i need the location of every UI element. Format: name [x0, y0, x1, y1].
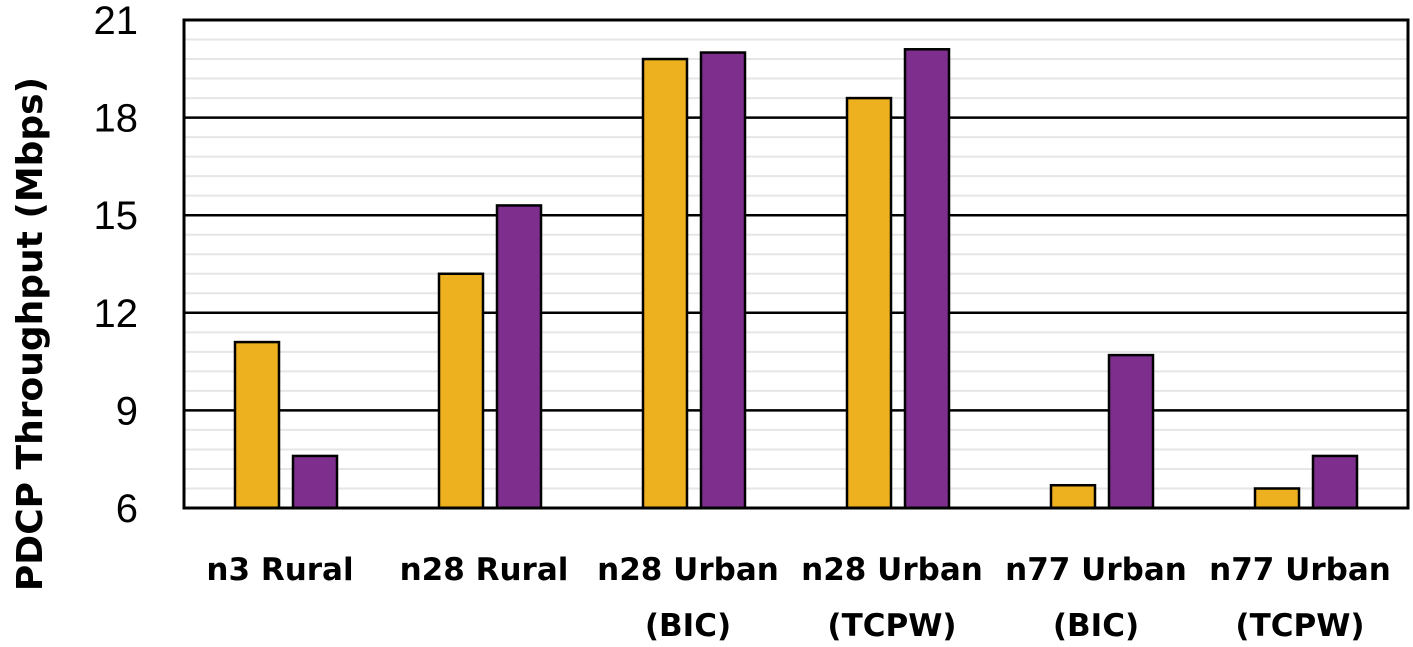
bar-series2 [1107, 353, 1155, 510]
bar-series2 [495, 204, 543, 510]
bar-series2 [903, 48, 951, 510]
bar-series1 [1253, 487, 1301, 510]
x-tick-label: n77 Urban [1209, 552, 1391, 588]
y-tick-label: 15 [94, 194, 139, 238]
x-tick-label: (BIC) [1053, 608, 1139, 644]
bar-series1 [437, 272, 485, 510]
minor-grid [184, 38, 1408, 490]
y-tick-labels: 6 9 12 15 18 21 [94, 0, 139, 531]
x-tick-label: n28 Rural [400, 552, 569, 588]
y-tick-label: 6 [116, 487, 138, 531]
y-tick-label: 9 [116, 389, 138, 433]
x-tick-labels: n3 Rural n28 Rural n28 Urban (BIC) n28 Urban… [206, 552, 1390, 644]
major-grid [184, 18, 1408, 510]
bar-series1 [233, 340, 281, 510]
x-tick-label: (TCPW) [1235, 608, 1364, 644]
y-axis-label: PDCP Throughput (Mbps) [10, 77, 51, 591]
x-tick-label: n3 Rural [206, 552, 353, 588]
bar-series2 [1311, 454, 1359, 510]
y-tick-label: 18 [94, 97, 139, 141]
x-tick-label: (TCPW) [827, 608, 956, 644]
bar-series2 [291, 454, 339, 510]
x-tick-label: n77 Urban [1005, 552, 1187, 588]
plot-frame [182, 18, 1410, 510]
x-tick-label: (BIC) [645, 608, 731, 644]
x-tick-label: n28 Urban [597, 552, 779, 588]
bar-series1 [845, 96, 893, 510]
x-tick-label: n28 Urban [801, 552, 983, 588]
y-tick-label: 12 [94, 292, 139, 336]
y-tick-label: 21 [94, 0, 139, 43]
bar-series1 [1049, 483, 1097, 510]
bar-series1 [641, 57, 689, 510]
bar-series2 [699, 51, 747, 510]
